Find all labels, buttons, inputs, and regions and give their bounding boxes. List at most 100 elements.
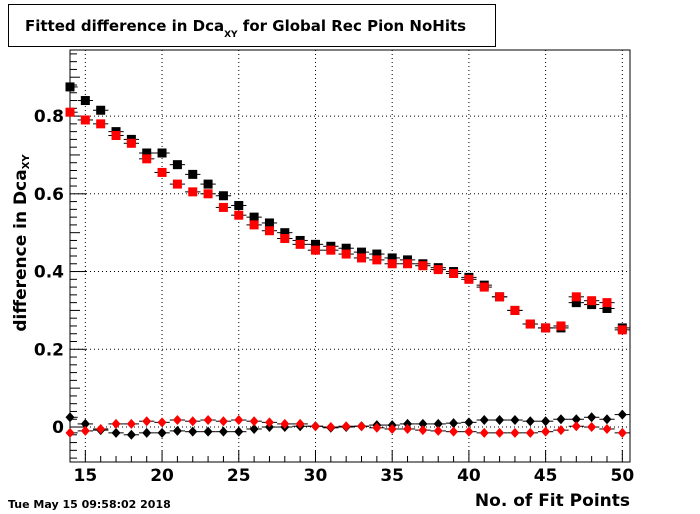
data-point-square	[96, 105, 106, 115]
data-point-diamond	[479, 427, 489, 438]
data-point-square	[571, 298, 581, 308]
data-point-square	[387, 259, 397, 269]
data-point-square	[111, 131, 121, 141]
ylabel-subscript: XY	[21, 154, 33, 170]
data-point-square	[617, 325, 627, 335]
data-point-square	[418, 261, 428, 271]
data-point-diamond	[571, 414, 581, 425]
data-point-square	[157, 167, 167, 177]
data-point-diamond	[111, 427, 121, 438]
chart-title-box: Fitted difference in DcaXY for Global Re…	[8, 4, 496, 47]
data-point-diamond	[65, 412, 75, 423]
data-point-square	[556, 321, 566, 331]
x-tick-label: 40	[457, 466, 481, 486]
data-point-diamond	[80, 418, 90, 429]
axes: 15 20 25 30 35 40 45 50 0 0.2 0.4 0.6 0.8	[34, 53, 634, 486]
data-point-square	[142, 148, 152, 158]
data-point-square	[571, 292, 581, 302]
data-point-diamond	[464, 417, 474, 428]
data-point-diamond	[203, 415, 213, 426]
data-point-square	[341, 243, 351, 253]
data-point-square	[218, 191, 228, 201]
data-point-square	[96, 119, 106, 129]
data-point-square	[188, 187, 198, 197]
data-point-diamond	[142, 427, 152, 438]
data-point-diamond	[326, 422, 336, 433]
data-point-square	[264, 218, 274, 228]
data-point-square	[326, 245, 336, 255]
data-point-square	[218, 202, 228, 212]
data-point-square	[157, 148, 167, 158]
data-point-diamond	[96, 423, 106, 434]
data-point-diamond	[126, 429, 136, 440]
x-tick-label: 45	[534, 466, 558, 486]
data-point-diamond	[587, 422, 597, 433]
data-point-square	[295, 239, 305, 249]
data-point-square	[495, 292, 505, 302]
x-tick-label: 35	[380, 466, 404, 486]
data-point-square	[403, 259, 413, 269]
data-point-diamond	[403, 423, 413, 434]
data-point-square	[602, 298, 612, 308]
data-point-square	[142, 154, 152, 164]
data-point-diamond	[525, 427, 535, 438]
data-point-diamond	[310, 421, 320, 432]
data-point-diamond	[541, 416, 551, 427]
x-tick-label: 50	[610, 466, 634, 486]
data-point-diamond	[556, 414, 566, 425]
data-point-square	[479, 282, 489, 292]
x-tick-label: 15	[74, 466, 98, 486]
data-point-diamond	[479, 415, 489, 426]
data-point-diamond	[587, 412, 597, 423]
data-point-square	[464, 274, 474, 284]
data-point-square	[249, 212, 259, 222]
y-axis-label: difference in DcaXY	[11, 154, 33, 331]
data-point-diamond	[80, 425, 90, 436]
data-point-diamond	[418, 425, 428, 436]
grid-lines	[70, 50, 630, 462]
chart-title: Fitted difference in DcaXY for Global Re…	[25, 17, 466, 40]
data-point-diamond	[234, 415, 244, 426]
data-point-diamond	[157, 417, 167, 428]
data-point-square	[172, 160, 182, 170]
data-point-square	[372, 249, 382, 259]
data-point-diamond	[142, 416, 152, 427]
data-point-square	[510, 305, 520, 315]
data-point-square	[264, 226, 274, 236]
ylabel-main: difference in Dca	[10, 169, 31, 332]
y-tick-label: 0	[52, 418, 64, 438]
data-point-diamond	[449, 426, 459, 437]
data-point-diamond	[387, 423, 397, 434]
data-point-square	[541, 323, 551, 333]
data-point-diamond	[464, 426, 474, 437]
data-point-square	[602, 303, 612, 313]
data-point-square	[310, 245, 320, 255]
data-point-diamond	[65, 427, 75, 438]
data-point-square	[449, 268, 459, 278]
data-point-square	[357, 253, 367, 263]
x-tick-label: 25	[227, 466, 251, 486]
x-axis-label: No. of Fit Points	[474, 491, 630, 511]
data-point-square	[203, 179, 213, 189]
data-point-diamond	[249, 423, 259, 434]
data-point-diamond	[188, 426, 198, 437]
data-point-square	[234, 200, 244, 210]
y-tick-label: 0.4	[34, 263, 64, 283]
data-point-square	[433, 265, 443, 275]
y-tick-label: 0.2	[34, 340, 64, 360]
data-point-square	[203, 189, 213, 199]
data-point-diamond	[111, 418, 121, 429]
x-tick-label: 20	[150, 466, 174, 486]
data-point-square	[525, 319, 535, 329]
data-point-diamond	[525, 416, 535, 427]
data-point-diamond	[541, 426, 551, 437]
data-point-diamond	[218, 416, 228, 427]
data-point-diamond	[188, 416, 198, 427]
data-point-diamond	[341, 421, 351, 432]
data-marks	[65, 82, 630, 440]
data-point-square	[280, 228, 290, 238]
data-point-diamond	[172, 425, 182, 436]
data-point-diamond	[602, 414, 612, 425]
data-point-diamond	[295, 418, 305, 429]
